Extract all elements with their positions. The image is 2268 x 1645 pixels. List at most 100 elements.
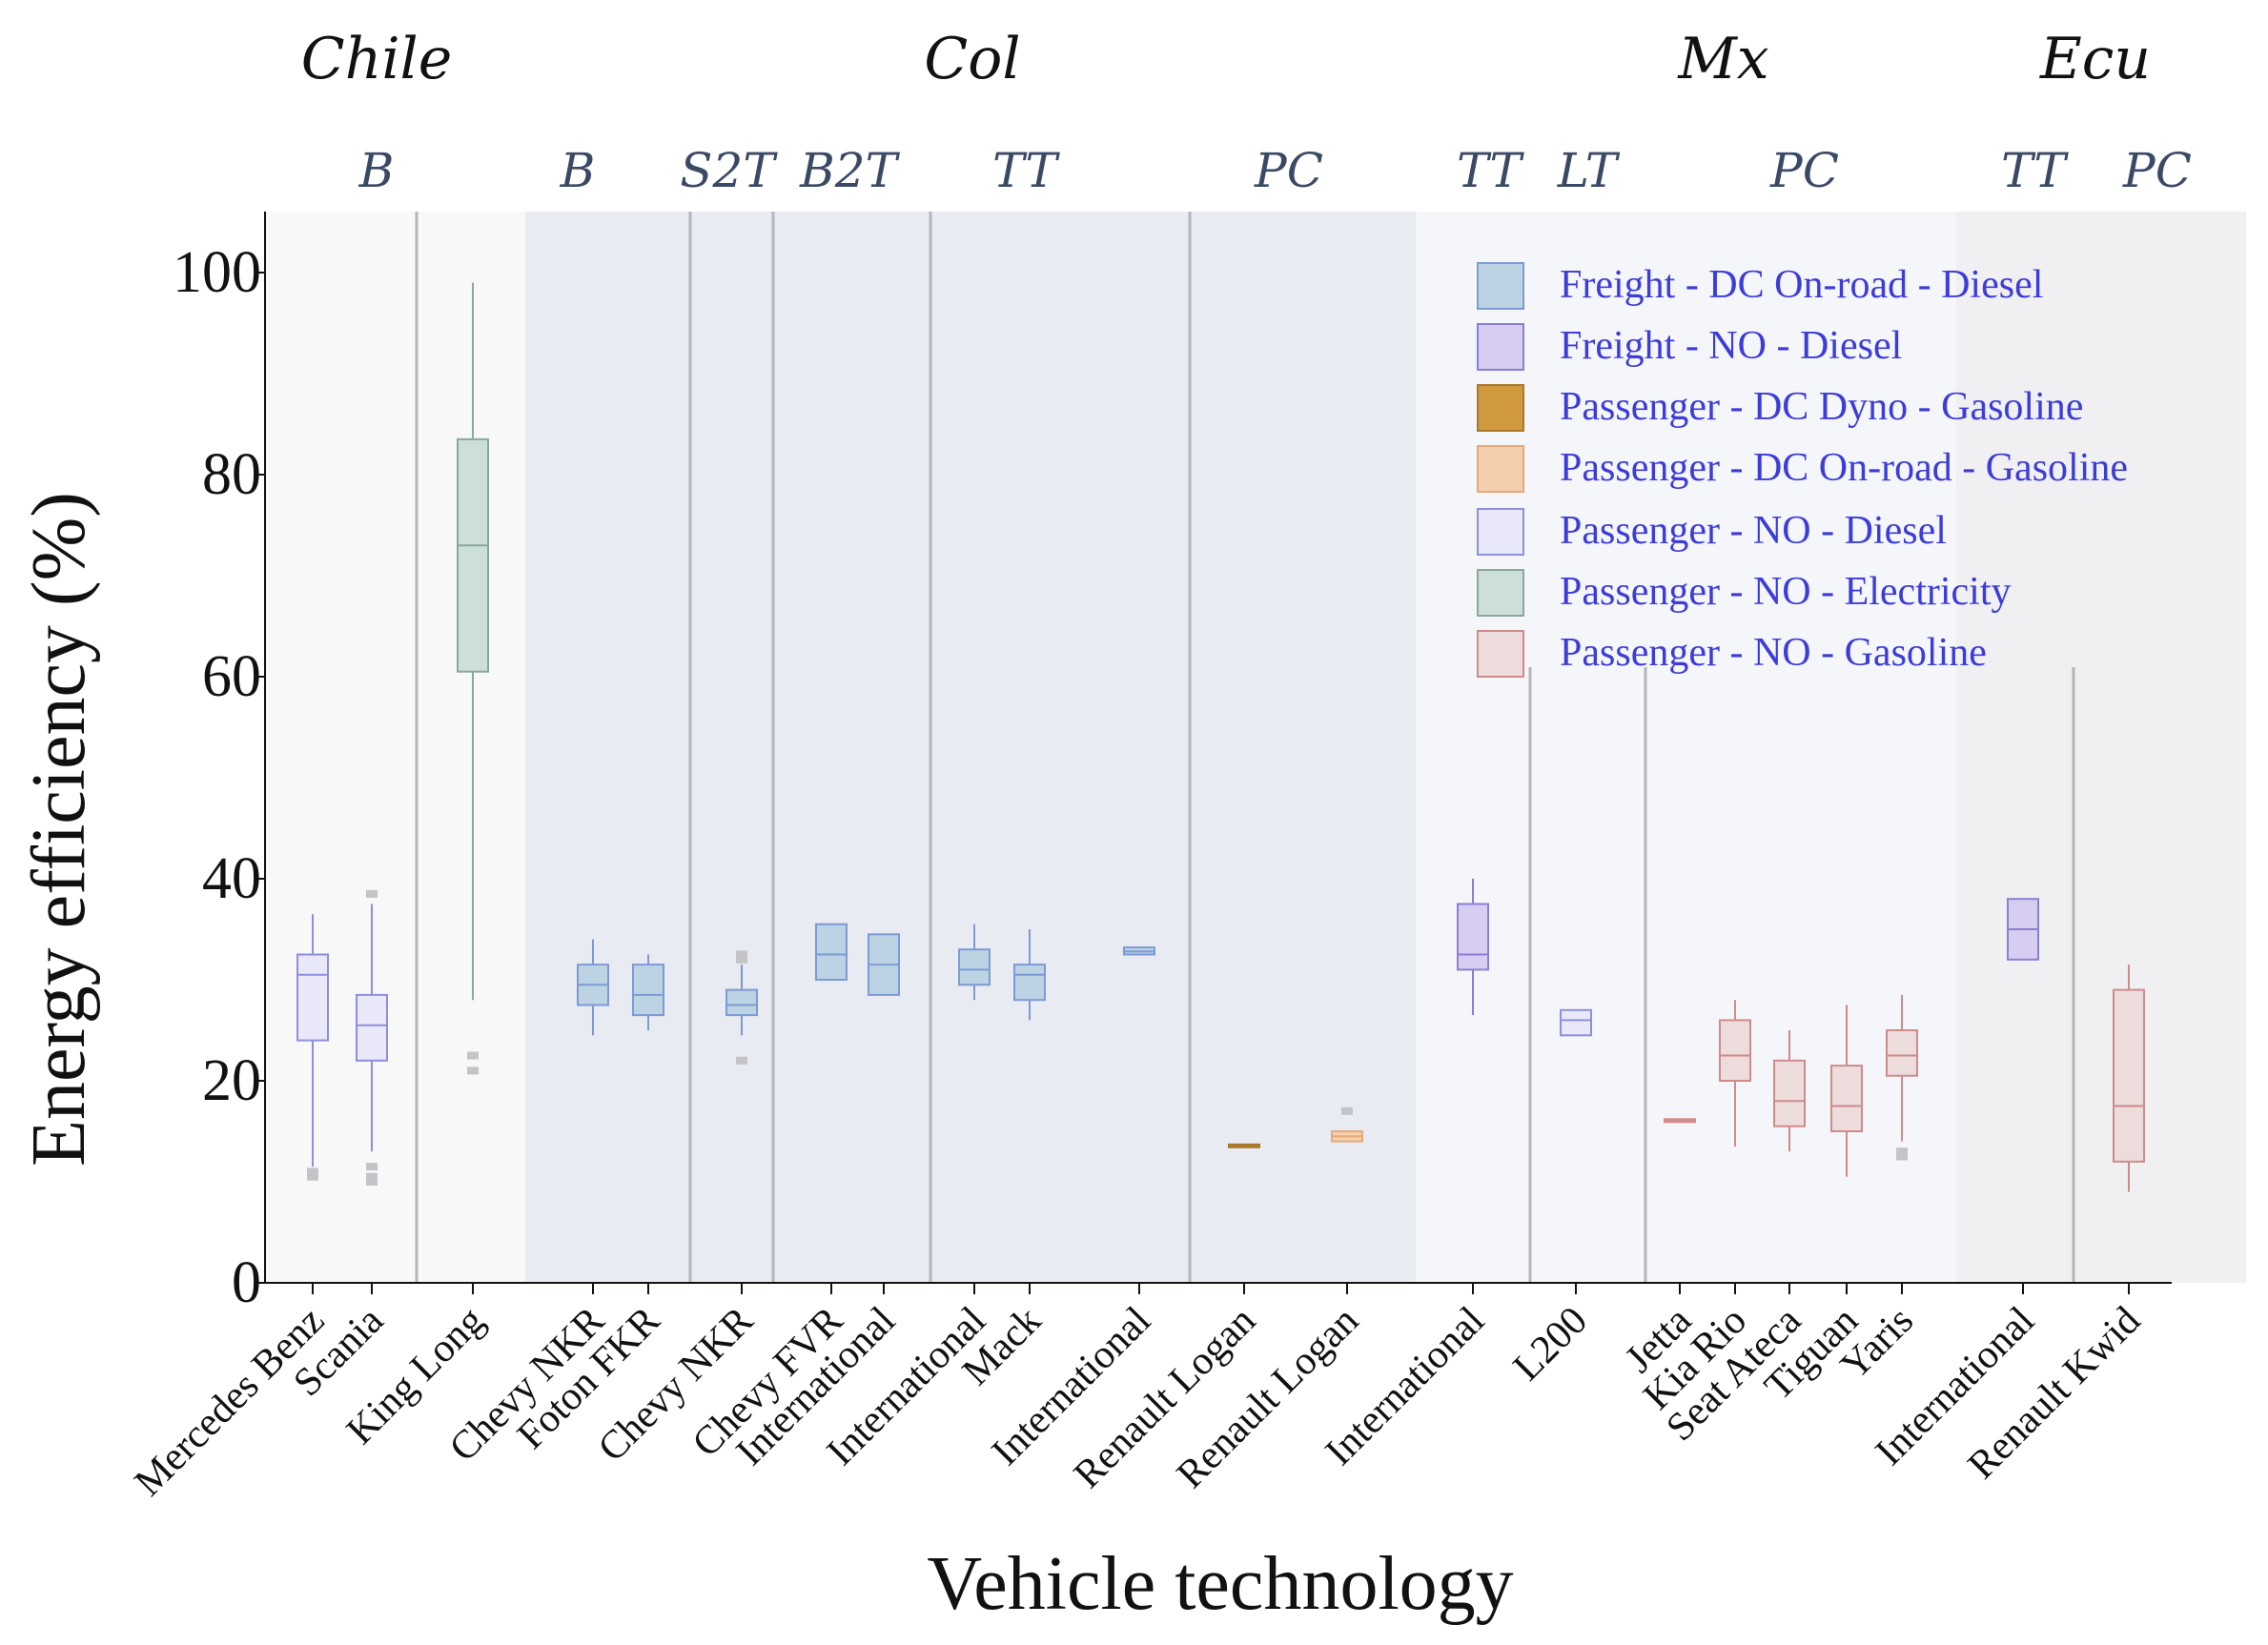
y-tick-label: 20 [202,1048,261,1113]
box-outlier [467,1066,479,1075]
vehicle-type-label: B [560,143,596,198]
box-outlier [736,950,747,959]
legend-swatch [1477,384,1524,432]
box-outlier [1896,1147,1908,1156]
box-plot [2007,898,2039,961]
y-tick-label: 80 [202,442,261,507]
box-plot [1013,929,1046,1021]
y-axis-title: Energy efficiency (%) [17,492,101,1167]
legend-entry: Passenger - NO - Electricity [1477,569,2012,617]
box-outlier [366,889,378,898]
box-body [725,988,758,1017]
box-body [457,437,489,673]
box-plot [868,933,900,996]
box-body [356,993,388,1062]
box-outlier [307,1168,318,1176]
box-plot [1773,1030,1806,1152]
box-plot [1457,879,1489,1016]
legend-label: Passenger - NO - Diesel [1560,509,1947,553]
box-plot [1228,1143,1260,1148]
group-header-labels: Chile Col Mx Ecu B B S2T B2T TT PC TT LT PC TT PC [301,26,2192,198]
box-plot [958,924,991,1001]
box-outlier [736,1056,747,1065]
plot-background-bands [265,212,2246,1283]
box-body [296,953,329,1042]
legend-swatch [1477,445,1524,493]
legend-swatch [1477,569,1524,617]
legend-entry: Passenger - NO - Diesel [1477,508,1947,556]
box-plot [577,939,609,1036]
group-separators [415,212,2075,1283]
box-plot [1664,1118,1696,1124]
box-plot [356,889,388,1186]
legend-entry: Freight - DC On-road - Diesel [1477,262,2043,310]
legend-label: Passenger - DC Dyno - Gasoline [1560,385,2083,429]
box-plot [1123,946,1155,956]
y-tick-label: 40 [202,846,261,911]
box-outlier [307,1172,318,1181]
box-plot [457,282,489,1075]
box-body [815,923,848,982]
background-band-1 [525,212,1416,1283]
background-band-0 [265,212,525,1283]
vehicle-type-label: PC [2122,143,2192,198]
x-tick-label: Mercedes Benz [127,1299,333,1505]
box-plot [1331,1107,1363,1143]
box-outlier [366,1172,378,1181]
box-plots [296,282,2145,1192]
legend: Freight - DC On-road - Diesel Freight - N… [1477,262,2128,678]
box-plot [1886,994,1918,1161]
legend-entry: Passenger - DC On-road - Gasoline [1477,445,2128,493]
country-label: Mx [1677,26,1768,92]
box-plot [1830,1005,1863,1177]
box-plot [815,923,848,982]
country-label: Ecu [2039,26,2151,92]
box-body [1773,1059,1806,1127]
vehicle-type-label: LT [1557,143,1621,198]
country-label: Col [924,26,1020,92]
legend-label: Passenger - NO - Gasoline [1560,631,1987,675]
box-body [632,964,664,1017]
vehicle-type-label: TT [992,143,1060,198]
box-outlier [736,955,747,964]
country-label: Chile [301,26,452,92]
legend-label: Freight - DC On-road - Diesel [1560,263,2043,307]
legend-swatch [1477,323,1524,371]
vehicle-type-label: B [358,143,395,198]
legend-swatch [1477,262,1524,310]
box-outlier [366,1163,378,1171]
legend-label: Passenger - NO - Electricity [1560,570,2012,614]
x-axis-title: Vehicle technology [927,1542,1513,1626]
box-body [1719,1019,1751,1083]
vehicle-type-label: B2T [799,143,901,198]
x-tick-label: L200 [1505,1299,1596,1390]
legend-entry: Passenger - DC Dyno - Gasoline [1477,384,2083,432]
x-tick-label: Renault Logan [1169,1299,1367,1497]
box-body [1457,903,1489,971]
vehicle-type-label: S2T [680,143,778,198]
box-outlier [1896,1152,1908,1161]
box-body [1560,1008,1592,1037]
box-outlier [366,1178,378,1186]
box-outlier [1341,1107,1353,1115]
vehicle-type-label: PC [1769,143,1839,198]
legend-swatch [1477,630,1524,678]
box-plot [725,950,758,1065]
box-plot [2113,965,2145,1192]
legend-label: Freight - NO - Diesel [1560,324,1902,368]
box-body [958,948,991,986]
box-plot [1560,1008,1592,1037]
legend-swatch [1477,508,1524,556]
box-body [1013,964,1046,1002]
box-body [1886,1029,1918,1077]
box-plot [632,954,664,1030]
y-tick-label: 0 [232,1250,261,1315]
legend-entry: Freight - NO - Diesel [1477,323,1902,371]
background-band-3 [1956,212,2246,1283]
legend-entry: Passenger - NO - Gasoline [1477,630,1987,678]
y-tick-label: 60 [202,644,261,709]
legend-label: Passenger - DC On-road - Gasoline [1560,446,2128,490]
box-plot [296,914,329,1181]
x-tick-label: Renault Logan [1066,1299,1264,1497]
